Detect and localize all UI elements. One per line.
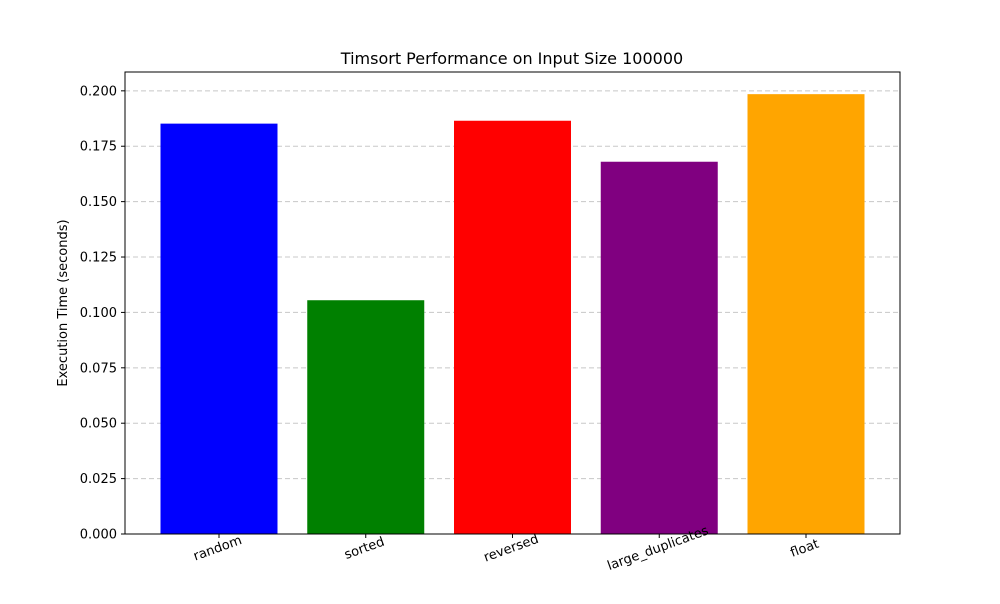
y-tick-label: 0.000 (80, 528, 117, 543)
bars (160, 94, 865, 535)
y-tick-label: 0.075 (80, 361, 117, 376)
y-tick-label: 0.200 (80, 84, 117, 99)
y-tick-label: 0.175 (80, 140, 117, 155)
y-tick-label: 0.150 (80, 195, 117, 210)
x-tick-label: sorted (343, 535, 387, 563)
plot-area-frame (124, 71, 901, 535)
x-tick-label: random (192, 533, 245, 564)
y-axis-ticks: 0.000 0.025 0.050 0.075 0.100 0.125 0.150 0.175… (80, 84, 125, 543)
bar-random (160, 123, 278, 534)
bar-float (747, 94, 865, 535)
x-tick-label: float (789, 537, 822, 561)
bar-sorted (307, 300, 425, 534)
y-tick-label: 0.050 (80, 417, 117, 432)
y-tick-label: 0.125 (80, 251, 117, 266)
bar-large-duplicates (600, 161, 718, 534)
y-tick-label: 0.025 (80, 472, 117, 487)
x-tick-label: reversed (482, 532, 541, 566)
chart-title: Timsort Performance on Input Size 100000 (340, 49, 683, 68)
y-axis-label: Execution Time (seconds) (56, 219, 71, 386)
bar-reversed (454, 120, 571, 534)
y-tick-label: 0.100 (80, 306, 117, 321)
